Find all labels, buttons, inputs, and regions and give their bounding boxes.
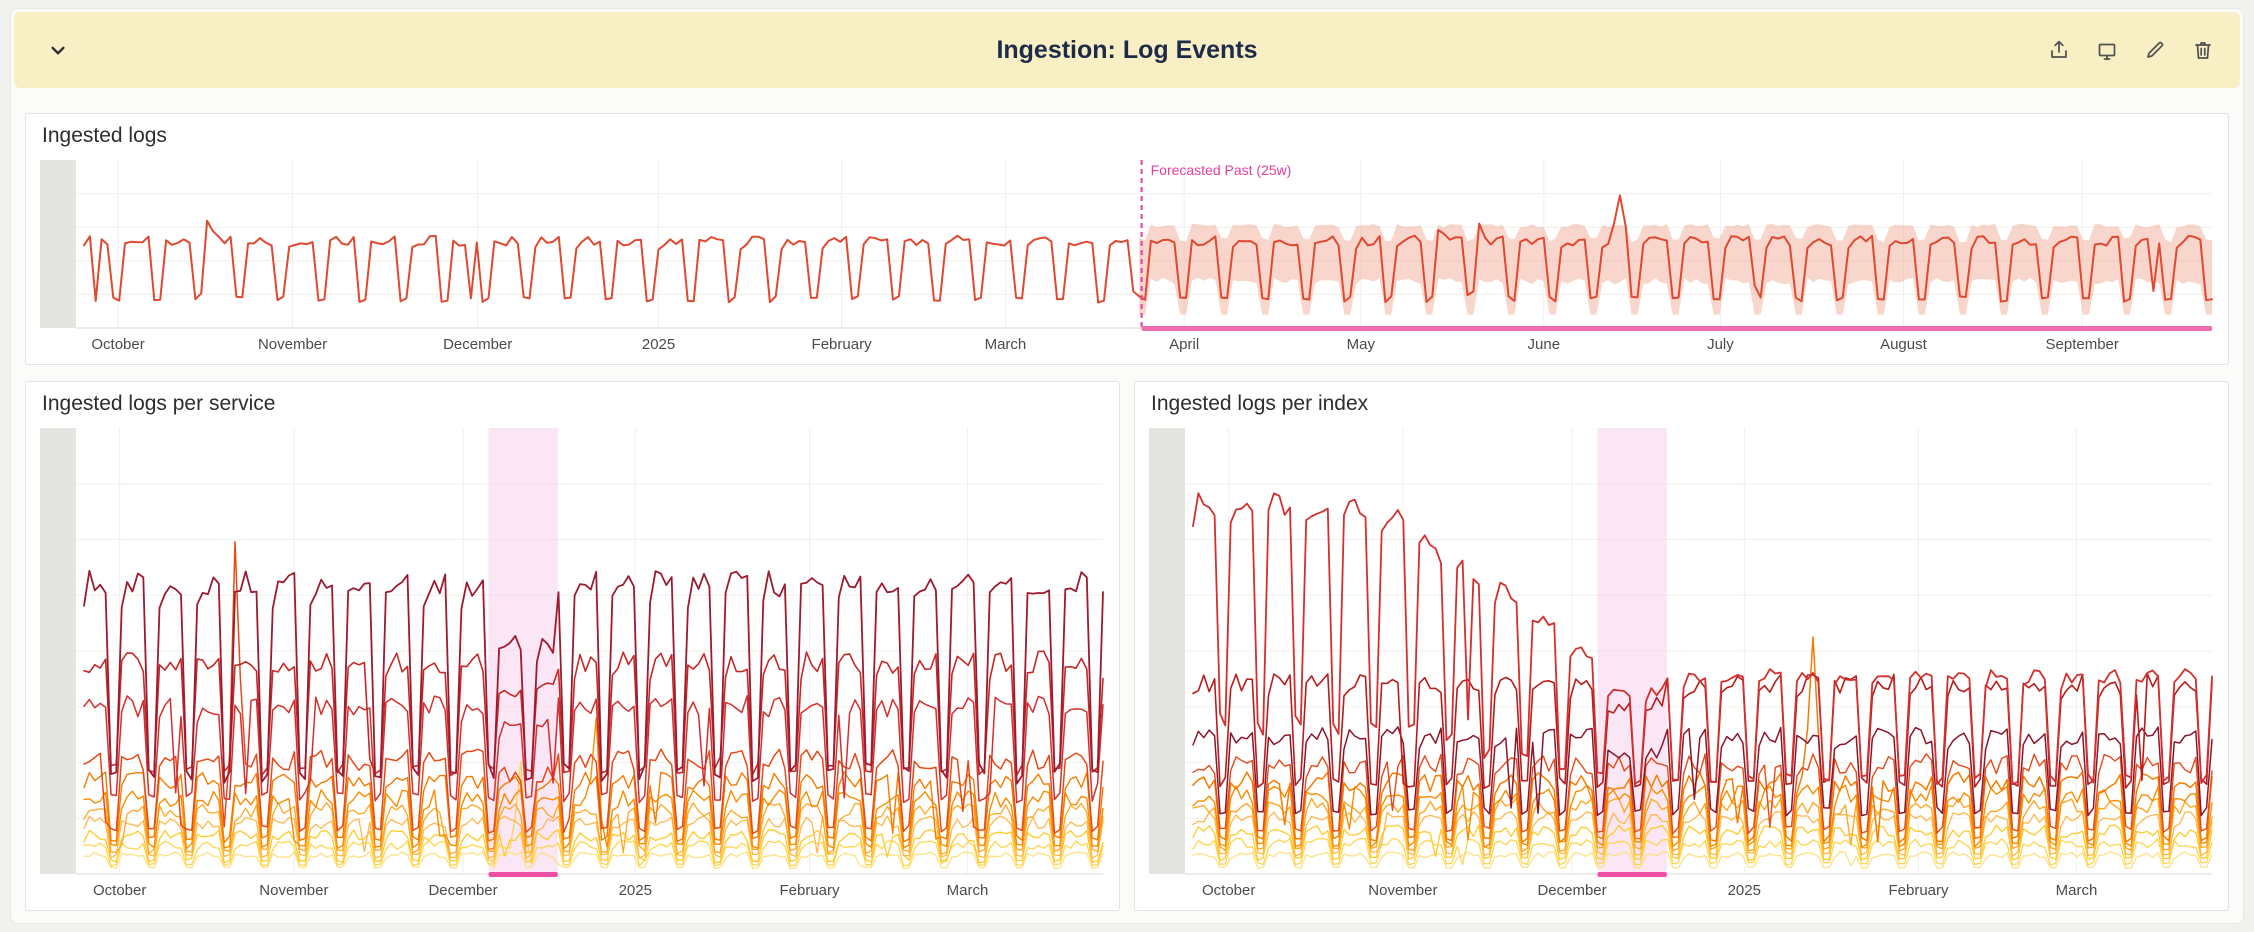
collapse-button[interactable] <box>40 32 76 68</box>
svg-text:February: February <box>1889 882 1950 899</box>
widget-toolbar <box>2044 12 2218 88</box>
svg-text:March: March <box>2056 882 2098 899</box>
svg-text:Forecasted Past (25w): Forecasted Past (25w) <box>1151 162 1292 178</box>
svg-text:February: February <box>780 882 841 899</box>
copy-button[interactable] <box>2092 35 2122 65</box>
svg-text:October: October <box>91 336 144 353</box>
edit-button[interactable] <box>2140 35 2170 65</box>
svg-text:2025: 2025 <box>642 336 675 353</box>
svg-text:November: November <box>259 882 328 899</box>
svg-text:April: April <box>1169 336 1199 353</box>
panel-title: Ingested logs per service <box>42 392 276 415</box>
svg-text:June: June <box>1528 336 1561 353</box>
panel-title: Ingested logs per index <box>1151 392 1369 415</box>
logs-per-service-timeseries-chart[interactable]: October November December 2025 February March <box>32 420 1113 906</box>
svg-text:December: December <box>428 882 497 899</box>
widget-body: Ingested logs Forecasted Past (25w) Octob… <box>25 113 2229 911</box>
svg-text:September: September <box>2046 336 2119 353</box>
export-icon <box>2047 38 2071 62</box>
ingested-logs-timeseries-chart[interactable]: Forecasted Past (25w) October November Dece… <box>32 152 2222 360</box>
svg-text:May: May <box>1347 336 1376 353</box>
svg-text:October: October <box>93 882 146 899</box>
svg-text:November: November <box>1368 882 1437 899</box>
svg-text:December: December <box>1537 882 1606 899</box>
svg-text:March: March <box>947 882 989 899</box>
svg-text:October: October <box>1202 882 1255 899</box>
panel-ingested-logs-per-service: Ingested logs per service October Novembe… <box>25 381 1120 911</box>
widget-group-title: Ingestion: Log Events <box>996 35 1258 64</box>
export-button[interactable] <box>2044 35 2074 65</box>
chart-wrap: October November December 2025 February March <box>32 420 1113 906</box>
svg-text:2025: 2025 <box>619 882 652 899</box>
chart-wrap: Forecasted Past (25w) October November Dece… <box>32 152 2222 360</box>
edit-icon <box>2143 38 2167 62</box>
delete-icon <box>2191 38 2215 62</box>
panel-title: Ingested logs <box>42 124 167 147</box>
widget-group: Ingestion: Log Events <box>10 8 2244 924</box>
svg-text:2025: 2025 <box>1728 882 1761 899</box>
svg-text:December: December <box>443 336 512 353</box>
panel-ingested-logs: Ingested logs Forecasted Past (25w) Octob… <box>25 113 2229 365</box>
svg-text:February: February <box>812 336 873 353</box>
chart-wrap: October November December 2025 February March <box>1141 420 2222 906</box>
svg-text:March: March <box>985 336 1027 353</box>
svg-text:August: August <box>1880 336 1928 353</box>
chevron-down-icon <box>45 37 71 63</box>
widget-group-header: Ingestion: Log Events <box>14 12 2240 88</box>
copy-icon <box>2095 38 2119 62</box>
svg-text:November: November <box>258 336 327 353</box>
svg-text:July: July <box>1707 336 1734 353</box>
logs-per-index-timeseries-chart[interactable]: October November December 2025 February March <box>1141 420 2222 906</box>
delete-button[interactable] <box>2188 35 2218 65</box>
panel-ingested-logs-per-index: Ingested logs per index October November D… <box>1134 381 2229 911</box>
